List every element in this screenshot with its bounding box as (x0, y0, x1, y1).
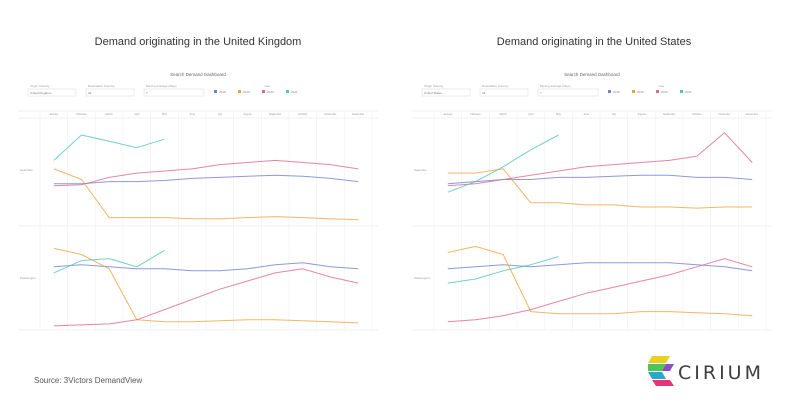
row-label: Passengers (414, 276, 430, 280)
source-note: Source: 3Victors DemandView (34, 376, 143, 385)
month-tick-label: April (528, 112, 534, 116)
row-label: Searches (414, 168, 427, 172)
month-tick-label: October (298, 112, 307, 116)
legend-title: Year (264, 84, 270, 88)
month-tick-label: December (746, 112, 758, 116)
month-tick-label: June (583, 112, 589, 116)
filter-value: United States (424, 91, 443, 95)
dashboard-svg: Search Demand Dashboard Origin Country Uni… (18, 72, 378, 331)
month-tick-label: January (443, 112, 453, 116)
uk-dashboard: Search Demand Dashboard Origin Country Uni… (18, 66, 378, 336)
series-line-2020 (53, 268, 359, 327)
month-tick-label: August (637, 112, 645, 116)
legend-swatch (214, 90, 217, 93)
series-line-2018 (53, 174, 359, 185)
row-label: Searches (20, 168, 33, 172)
series-line-2019 (447, 245, 753, 317)
legend-label: 2021 (291, 90, 298, 94)
legend-swatch (656, 90, 659, 93)
month-tick-label: May (556, 112, 562, 116)
month-tick-label: September (663, 112, 676, 116)
filter-dropdown[interactable] (27, 88, 77, 97)
legend-swatch (262, 90, 265, 93)
month-tick-label: November (719, 112, 731, 116)
series-line-2021 (447, 134, 559, 193)
month-tick-label: March (106, 112, 114, 116)
filter-dropdown[interactable] (85, 88, 135, 97)
series-line-2020 (447, 258, 753, 323)
filter-value: All (482, 91, 486, 95)
legend-swatch (238, 90, 241, 93)
series-line-2019 (53, 168, 359, 221)
filter-dropdown[interactable] (537, 88, 599, 97)
filter-value: All (88, 91, 92, 95)
legend-label: 2018 (613, 90, 620, 94)
month-tick-label: January (49, 112, 59, 116)
filter-label: Origin Country (30, 84, 50, 88)
series-line-2021 (53, 134, 165, 161)
us-dashboard: Search Demand Dashboard Origin Country Uni… (412, 66, 772, 336)
legend-title: Year (658, 84, 664, 88)
month-tick-label: November (325, 112, 337, 116)
month-tick-label: May (162, 112, 168, 116)
filter-dropdown[interactable] (143, 88, 205, 97)
filter-label: Destination Country (88, 84, 115, 88)
legend-swatch (608, 90, 611, 93)
filter-dropdown[interactable] (421, 88, 471, 97)
month-tick-label: July (612, 112, 617, 116)
filter-value: 7 (146, 91, 148, 95)
legend-label: 2020 (661, 90, 668, 94)
filter-value: United Kingdom (30, 91, 52, 95)
legend-label: 2020 (267, 90, 274, 94)
filter-label: Moving average (days) (540, 84, 571, 88)
filter-dropdown[interactable] (479, 88, 529, 97)
legend-label: 2019 (637, 90, 644, 94)
month-tick-label: April (134, 112, 140, 116)
series-line-2019 (53, 247, 359, 324)
filter-label: Moving average (days) (146, 84, 177, 88)
us-panel-title: Demand originating in the United States (496, 36, 692, 48)
series-line-2021 (53, 249, 165, 274)
month-tick-label: February (76, 112, 87, 116)
cirium-wordmark: CIRIUM (678, 362, 764, 384)
uk-panel-title: Demand originating in the United Kingdom (94, 36, 302, 48)
month-tick-label: August (243, 112, 251, 116)
legend-swatch (680, 90, 683, 93)
series-line-2020 (53, 159, 359, 187)
month-tick-label: September (269, 112, 282, 116)
legend-label: 2021 (685, 90, 692, 94)
series-line-2021 (447, 256, 559, 284)
series-line-2020 (447, 132, 753, 187)
filter-label: Destination Country (482, 84, 509, 88)
legend-swatch (632, 90, 635, 93)
legend-swatch (286, 90, 289, 93)
dashboard-title: Search Demand Dashboard (170, 72, 226, 77)
month-tick-label: March (500, 112, 508, 116)
month-tick-label: October (692, 112, 701, 116)
month-tick-label: July (218, 112, 223, 116)
month-tick-label: February (470, 112, 481, 116)
filter-value: 7 (540, 91, 542, 95)
dashboard-svg: Search Demand Dashboard Origin Country Uni… (412, 72, 772, 331)
month-tick-label: December (352, 112, 364, 116)
month-tick-label: June (189, 112, 195, 116)
dashboard-title: Search Demand Dashboard (564, 72, 620, 77)
legend-label: 2018 (219, 90, 226, 94)
row-label: Passengers (20, 276, 36, 280)
filter-label: Origin Country (424, 84, 444, 88)
legend-label: 2019 (243, 90, 250, 94)
cirium-logo: CIRIUM (648, 352, 778, 392)
cirium-mark-icon (648, 356, 674, 386)
